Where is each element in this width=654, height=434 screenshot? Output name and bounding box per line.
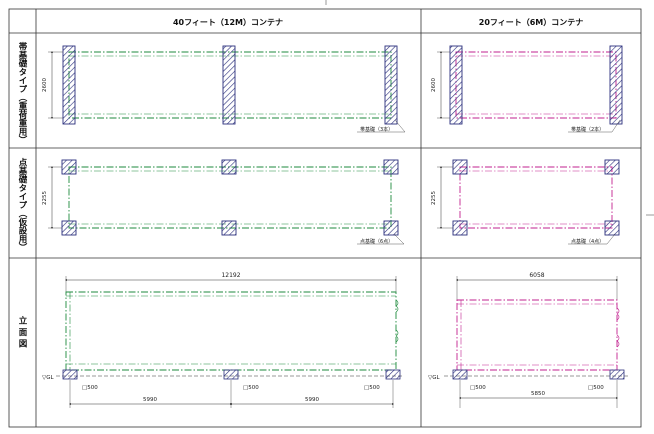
point-foundation (221, 220, 237, 236)
dimension-total: 12192 (221, 272, 240, 279)
strip-foundation (449, 45, 463, 125)
row-label-elevation: 立 面 図 (17, 315, 27, 348)
foundation-section (223, 369, 239, 380)
header-40ft: 40フィート（12M）コンテナ (173, 17, 283, 27)
point-foundation (61, 220, 77, 236)
point-foundation (61, 159, 77, 175)
foundation-label: □500 (82, 385, 98, 391)
elevation-20ft: 6058 ▽GL □500 □500 5850 (428, 272, 628, 408)
container-outline (68, 166, 392, 229)
foundation-label: □500 (470, 385, 486, 391)
point-foundation (452, 220, 468, 236)
point-foundation (221, 159, 237, 175)
foundation-section (452, 369, 468, 380)
foundation-note: 点基礎（4点） (571, 238, 604, 245)
strip-foundation (609, 45, 623, 125)
container-elevation (456, 299, 618, 371)
point-foundation (383, 220, 399, 236)
container-elevation (65, 291, 397, 371)
span-dimension: 5850 (531, 391, 545, 397)
span-dimension: 5990 (143, 397, 157, 403)
foundation-label: □500 (588, 385, 604, 391)
strip-plan-40ft: 2600 帯基礎（3本） (42, 45, 406, 133)
point-foundation (604, 220, 620, 236)
point-plan-20ft: 2255 点基礎（4点） (431, 159, 620, 245)
point-foundation (383, 159, 399, 175)
foundation-section (62, 369, 78, 380)
container-door-edge (395, 299, 399, 343)
strip-foundation (222, 45, 236, 125)
strip-foundation (384, 45, 398, 125)
container-outline (455, 51, 617, 119)
header-20ft: 20フィート（6M）コンテナ (479, 17, 584, 27)
point-foundation (604, 159, 620, 175)
leader-line (394, 119, 406, 133)
row-label-point: 点基礎タイプ（仮設用） (17, 157, 28, 251)
leader-line (393, 233, 405, 245)
table-frame (8, 8, 642, 428)
dimension-height: 2600 (42, 78, 48, 92)
span-dimension: 5990 (305, 397, 319, 403)
point-foundation (452, 159, 468, 175)
foundation-label: □500 (364, 385, 380, 391)
leader-line (606, 233, 616, 245)
container-door-edge (616, 307, 620, 348)
dimension-total: 6058 (529, 272, 544, 279)
dimension-height: 2255 (42, 191, 48, 205)
foundation-note: 点基礎（6点） (360, 238, 393, 245)
strip-plan-20ft: 2600 帯基礎（2本） (431, 45, 623, 133)
strip-foundation (62, 45, 76, 125)
dimension-height: 2600 (431, 78, 437, 92)
foundation-label: □500 (243, 385, 259, 391)
foundation-note: 帯基礎（3本） (360, 126, 393, 133)
point-plan-40ft: 2255 点基礎（6点） (42, 159, 405, 245)
container-outline (459, 166, 613, 229)
foundation-note: 帯基礎（2本） (571, 126, 604, 133)
ground-level-label: ▽GL (42, 375, 54, 381)
row-label-strip: 帯基礎タイプ（重荷重用） (17, 41, 28, 144)
ground-level-label: ▽GL (428, 375, 440, 381)
foundation-section (609, 369, 625, 380)
foundation-section (385, 369, 401, 380)
leader-line (611, 119, 621, 133)
dimension-height: 2255 (431, 191, 437, 205)
elevation-40ft: 12192 ▽GL □500 □500 □500 5990 5990 (42, 272, 402, 408)
